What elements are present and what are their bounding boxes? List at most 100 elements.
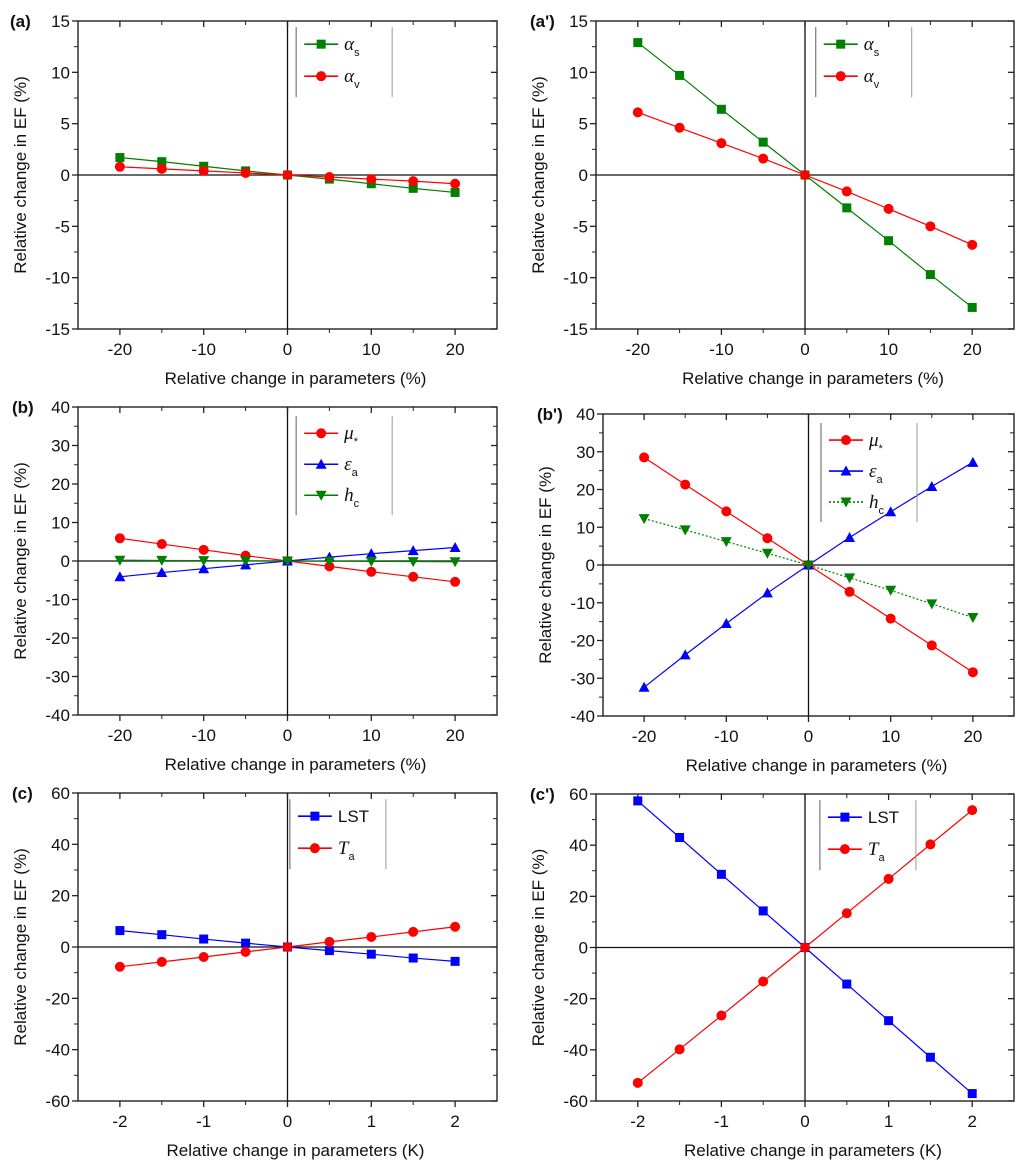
y-tick-label: 20 [51, 887, 70, 906]
legend-label-subscript: a [352, 467, 359, 479]
legend-label-main: LST [868, 808, 899, 827]
legend-swatch-marker [315, 490, 327, 501]
data-point [365, 548, 377, 559]
data-point [408, 183, 418, 193]
x-tick-label: 10 [881, 727, 900, 746]
x-tick-label: 0 [800, 1112, 809, 1131]
legend-label-main: T [338, 838, 350, 859]
y-tick-label: -40 [563, 1041, 588, 1060]
y-tick-label: -5 [573, 217, 588, 236]
y-tick-label: -40 [45, 706, 70, 725]
data-point [925, 839, 936, 850]
legend-label-subscript: c [354, 498, 360, 510]
legend: LST Ta [819, 800, 917, 871]
y-tick-label: 10 [569, 63, 588, 82]
data-point [114, 555, 126, 566]
series-hc [114, 555, 461, 568]
y-tick-label: 15 [569, 12, 588, 31]
legend-swatch-marker [310, 811, 320, 821]
x-tick-label: 0 [283, 726, 292, 745]
data-point [366, 174, 377, 185]
data-point [240, 946, 251, 957]
data-point [157, 930, 167, 940]
y-tick-label: -15 [563, 320, 588, 339]
x-tick-label: 10 [362, 726, 381, 745]
data-point [967, 239, 978, 250]
data-point [967, 456, 979, 467]
data-point [841, 186, 852, 197]
data-point [633, 38, 643, 48]
legend-label-subscript: v [354, 79, 360, 91]
data-point [716, 138, 727, 149]
x-tick-label: -10 [191, 726, 216, 745]
legend-label-main: α [864, 66, 875, 87]
data-point [114, 571, 126, 582]
data-point [408, 176, 419, 187]
x-axis-title: Relative change in parameters (%) [165, 369, 427, 388]
data-point [240, 556, 252, 567]
panel-label: (c) [12, 784, 33, 803]
legend-label: εa [344, 454, 359, 479]
y-tick-label: -5 [55, 217, 70, 236]
data-point [198, 556, 210, 567]
legend-swatch-marker [316, 71, 327, 82]
legend-label-main: h [869, 492, 879, 513]
legend: αs αv [295, 27, 393, 98]
data-point [282, 556, 293, 567]
x-tick-label: -20 [108, 726, 133, 745]
data-point [680, 479, 691, 490]
x-tick-label: 2 [450, 1112, 459, 1131]
data-point [632, 107, 643, 118]
y-tick-label: -20 [563, 990, 588, 1009]
legend-label: μ* [868, 430, 884, 455]
legend-label: αv [864, 66, 880, 91]
legend-label: hc [869, 492, 885, 517]
legend-label-main: T [868, 839, 880, 860]
legend-swatch-marker [315, 458, 327, 469]
x-tick-label: -10 [714, 727, 739, 746]
x-axis-title: Relative change in parameters (%) [165, 755, 427, 774]
data-point [674, 1044, 685, 1055]
y-axis-title: Relative change in EF (%) [11, 848, 30, 1045]
legend-label-main: h [344, 485, 354, 506]
legend-label: αs [344, 34, 360, 59]
panel-label: (b) [12, 398, 34, 417]
panel-b2: -20 -10 0 10 20 -40 -30 -20 -10 0 10 20 30 40 (b') Rela… [536, 405, 1015, 775]
data-point [679, 649, 691, 660]
y-axis-title: Relative change in EF (%) [529, 849, 548, 1046]
legend-swatch-marker [309, 843, 320, 854]
data-point [762, 533, 773, 544]
y-tick-label: 0 [61, 552, 70, 571]
panel-c: -2 -1 0 1 2 -60 -40 -20 0 20 40 60 (c) Relative chang… [11, 784, 498, 1160]
legend: LST Ta [289, 799, 387, 870]
panel-label: (a) [10, 12, 31, 31]
x-tick-label: -20 [626, 340, 651, 359]
data-point [157, 157, 167, 167]
data-point [885, 613, 896, 624]
series-v [632, 107, 978, 250]
y-tick-label: -30 [45, 668, 70, 687]
y-tick-label: 40 [576, 405, 595, 424]
data-point [156, 555, 168, 566]
y-tick-label: 20 [51, 475, 70, 494]
y-axis-title: Relative change in EF (%) [11, 462, 30, 659]
x-tick-label: -20 [632, 727, 657, 746]
data-point [632, 1077, 643, 1088]
data-point [758, 976, 769, 987]
x-tick-label: 1 [884, 1112, 893, 1131]
x-tick-label: 2 [967, 1112, 976, 1131]
data-point [365, 556, 377, 567]
data-point [720, 618, 732, 629]
legend-label-main: α [344, 66, 355, 87]
data-point [198, 544, 209, 555]
data-point [716, 1010, 727, 1021]
legend-label: hc [344, 485, 360, 510]
data-point [324, 172, 335, 183]
y-tick-label: -10 [570, 594, 595, 613]
data-point [758, 137, 768, 147]
data-point [199, 934, 209, 944]
data-point [967, 667, 978, 678]
data-point [844, 573, 856, 584]
x-tick-label: 0 [800, 340, 809, 359]
